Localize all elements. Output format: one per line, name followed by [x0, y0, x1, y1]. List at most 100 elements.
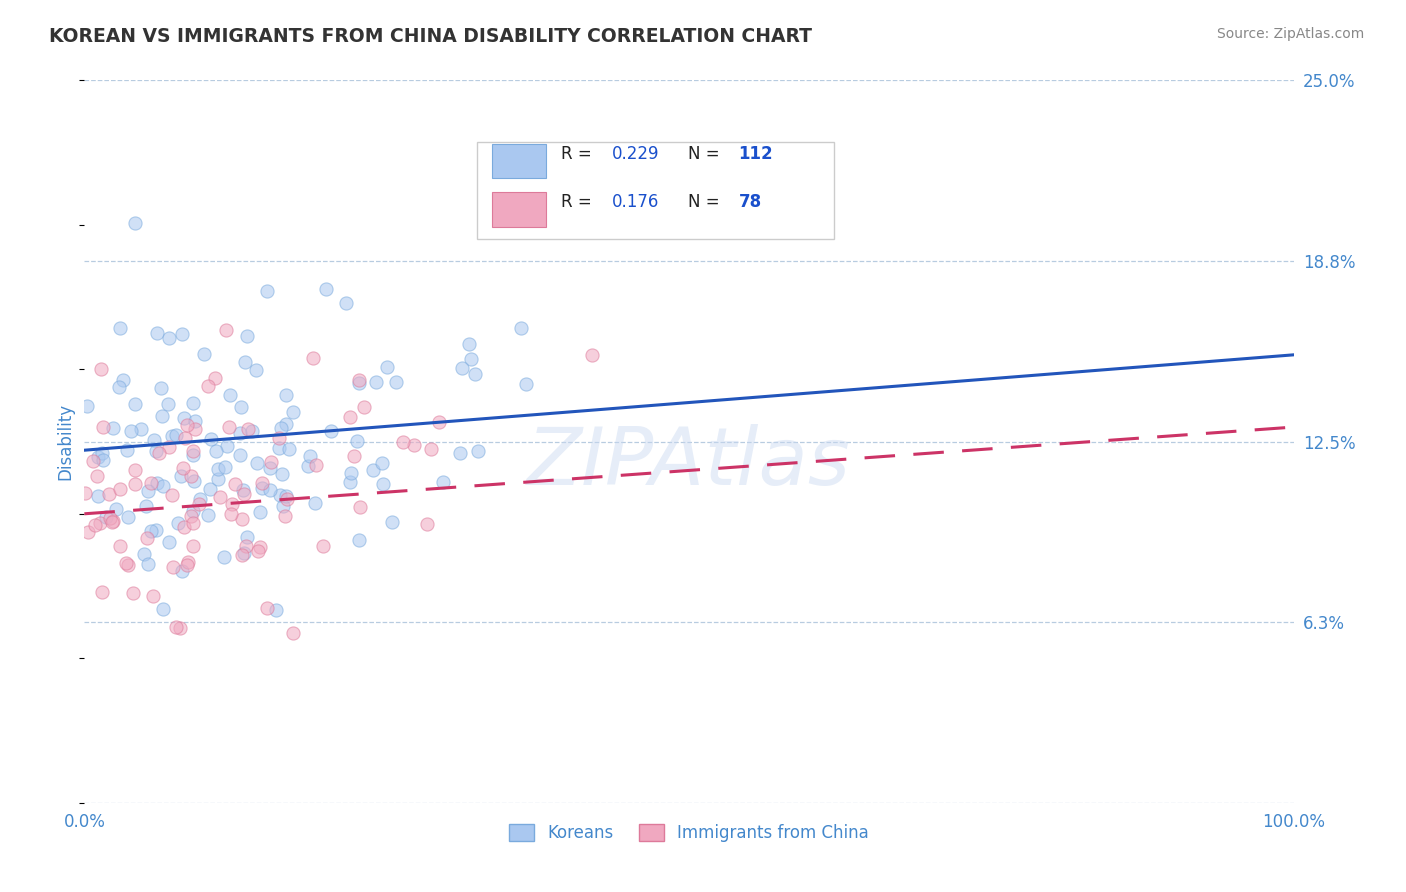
Point: [212, 550, 235, 565]
Text: R =: R =: [561, 194, 602, 211]
Point: [82, 453, 104, 467]
Point: [150, 409, 173, 423]
Point: [208, 490, 231, 504]
Point: [270, 421, 292, 435]
Point: [115, 556, 138, 570]
Point: [259, 460, 281, 475]
Point: [429, 415, 451, 429]
Point: [188, 492, 211, 507]
Point: [207, 472, 229, 486]
Point: [105, 502, 128, 516]
Point: [108, 321, 131, 335]
Point: [176, 418, 198, 433]
Point: [246, 457, 269, 471]
Point: [132, 547, 155, 561]
Point: [124, 397, 146, 411]
Point: [457, 337, 479, 351]
Point: [108, 379, 131, 393]
Point: [460, 351, 482, 366]
Point: [231, 512, 253, 526]
Point: [170, 469, 193, 483]
Point: [233, 355, 256, 369]
Point: [197, 508, 219, 522]
Point: [204, 371, 226, 385]
Point: [77, 525, 100, 540]
Point: [467, 444, 489, 458]
Point: [180, 508, 202, 523]
Point: [281, 405, 304, 419]
Point: [101, 421, 124, 435]
Point: [145, 444, 167, 458]
Point: [180, 468, 202, 483]
Point: [184, 422, 207, 436]
Point: [93, 452, 115, 467]
Point: [75, 485, 97, 500]
Point: [173, 411, 195, 425]
Point: [347, 533, 370, 547]
Point: [312, 540, 335, 554]
Point: [217, 439, 239, 453]
Point: [135, 500, 157, 514]
Point: [215, 323, 238, 337]
Point: [117, 442, 139, 457]
Point: [232, 483, 254, 498]
Point: [152, 602, 174, 616]
Point: [91, 585, 114, 599]
Point: [416, 517, 439, 532]
Text: KOREAN VS IMMIGRANTS FROM CHINA DISABILITY CORRELATION CHART: KOREAN VS IMMIGRANTS FROM CHINA DISABILI…: [49, 27, 813, 45]
Point: [432, 475, 454, 489]
Point: [97, 487, 120, 501]
Point: [145, 476, 167, 491]
Point: [339, 475, 361, 489]
Point: [304, 496, 326, 510]
Point: [172, 461, 194, 475]
Y-axis label: Disability: Disability: [56, 403, 75, 480]
Point: [165, 620, 187, 634]
Point: [260, 455, 283, 469]
Text: ZIPAtlas: ZIPAtlas: [527, 425, 851, 502]
Point: [177, 555, 200, 569]
Point: [136, 532, 159, 546]
Point: [283, 626, 305, 640]
Bar: [492, 144, 547, 178]
Point: [346, 434, 368, 449]
Point: [89, 516, 111, 531]
Point: [110, 482, 132, 496]
Point: [270, 467, 292, 482]
Point: [205, 444, 228, 458]
Point: [392, 434, 415, 449]
Point: [464, 367, 486, 381]
Point: [91, 446, 114, 460]
Point: [101, 514, 124, 528]
Point: [235, 539, 257, 553]
Text: N =: N =: [688, 194, 724, 211]
Point: [181, 444, 204, 458]
Point: [380, 515, 402, 529]
Point: [136, 557, 159, 571]
Point: [181, 448, 204, 462]
Point: [229, 448, 252, 462]
Point: [276, 417, 298, 431]
Point: [181, 396, 204, 410]
Point: [256, 284, 278, 298]
Point: [335, 296, 357, 310]
Point: [364, 375, 387, 389]
Point: [274, 509, 297, 524]
Point: [101, 515, 124, 529]
Point: [224, 476, 246, 491]
Point: [264, 603, 287, 617]
Point: [167, 516, 190, 530]
Point: [152, 479, 174, 493]
Point: [143, 433, 166, 447]
Point: [353, 400, 375, 414]
Bar: [492, 193, 547, 227]
Point: [200, 482, 222, 496]
Point: [148, 446, 170, 460]
Point: [229, 425, 252, 440]
Point: [347, 376, 370, 390]
Point: [256, 600, 278, 615]
Point: [375, 359, 398, 374]
Point: [247, 544, 270, 558]
Point: [160, 488, 183, 502]
Point: [259, 483, 281, 497]
